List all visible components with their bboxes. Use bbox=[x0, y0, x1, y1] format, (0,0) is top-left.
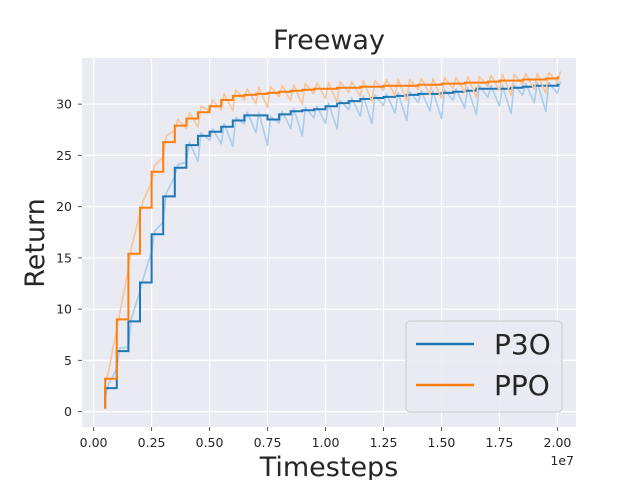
legend: P3O PPO bbox=[405, 320, 563, 413]
data-point-ppo bbox=[243, 94, 246, 96]
data-point-p3o bbox=[255, 114, 257, 117]
x-tick-label: 0.75 bbox=[254, 435, 282, 450]
series-line-p3o bbox=[104, 83, 560, 409]
x-tick-label: 1.50 bbox=[428, 435, 456, 450]
data-point-p3o bbox=[347, 100, 350, 102]
data-point-p3o bbox=[417, 93, 420, 95]
data-point-p3o bbox=[313, 108, 315, 111]
data-point-p3o bbox=[521, 85, 524, 88]
data-point-ppo bbox=[463, 81, 466, 84]
data-point-ppo bbox=[208, 105, 211, 108]
y-tick-label: 20 bbox=[56, 199, 72, 214]
data-point-ppo bbox=[289, 89, 292, 92]
data-point-ppo bbox=[278, 90, 280, 93]
data-point-p3o bbox=[139, 281, 141, 284]
data-point-ppo bbox=[521, 78, 524, 81]
data-point-p3o bbox=[173, 166, 176, 169]
y-tick-label: 30 bbox=[56, 97, 72, 112]
data-point-ppo bbox=[510, 79, 512, 82]
y-tick-label: 10 bbox=[56, 302, 72, 317]
data-point-ppo bbox=[104, 377, 107, 380]
series-layer bbox=[104, 71, 562, 409]
data-point-ppo bbox=[347, 86, 350, 89]
x-axis-ticks: 0.00 0.25 0.50 0.75 1.00 1.25 1.50 1.75 2.00 bbox=[80, 427, 572, 450]
data-point-ppo bbox=[475, 81, 478, 84]
legend-label-p3o: P3O bbox=[494, 328, 551, 361]
data-point-p3o bbox=[556, 83, 559, 86]
data-point-ppo bbox=[544, 77, 547, 80]
y-tick-label: 5 bbox=[64, 353, 72, 368]
data-point-ppo bbox=[127, 252, 130, 255]
data-point-ppo bbox=[139, 206, 141, 209]
data-point-ppo bbox=[556, 76, 559, 79]
data-point-ppo bbox=[371, 85, 373, 88]
data-point-ppo bbox=[498, 79, 501, 82]
data-point-p3o bbox=[289, 110, 292, 113]
x-tick-label: 1.25 bbox=[370, 435, 398, 450]
data-point-ppo bbox=[405, 84, 408, 87]
data-point-p3o bbox=[150, 233, 153, 236]
data-point-p3o bbox=[185, 144, 188, 147]
data-point-ppo bbox=[487, 80, 489, 83]
data-point-p3o bbox=[487, 87, 489, 90]
data-point-ppo bbox=[185, 117, 188, 120]
x-tick-label: 0.25 bbox=[138, 435, 166, 450]
data-point-ppo bbox=[382, 84, 385, 87]
data-point-ppo bbox=[394, 84, 396, 87]
data-point-ppo bbox=[173, 124, 176, 127]
data-point-ppo bbox=[255, 93, 257, 95]
data-point-p3o bbox=[231, 119, 234, 122]
data-point-p3o bbox=[382, 96, 385, 98]
data-point-p3o bbox=[324, 105, 327, 108]
y-axis-label: Return bbox=[20, 198, 51, 288]
data-point-ppo bbox=[533, 78, 536, 81]
legend-label-ppo: PPO bbox=[494, 369, 550, 402]
series-raw-p3o bbox=[104, 81, 562, 397]
x-tick-label: 0.00 bbox=[80, 435, 108, 450]
data-point-p3o bbox=[127, 320, 130, 323]
y-tick-label: 25 bbox=[56, 148, 72, 163]
data-point-p3o bbox=[243, 114, 246, 117]
data-point-ppo bbox=[429, 83, 431, 86]
y-tick-label: 0 bbox=[64, 404, 72, 419]
data-point-ppo bbox=[440, 82, 443, 85]
data-point-p3o bbox=[162, 195, 165, 198]
data-point-p3o bbox=[208, 130, 211, 133]
chart-title: Freeway bbox=[273, 25, 385, 56]
x-axis-offset-label: 1e7 bbox=[550, 453, 574, 468]
data-point-ppo bbox=[220, 99, 223, 101]
data-point-p3o bbox=[220, 125, 223, 128]
data-point-p3o bbox=[266, 118, 269, 121]
data-point-ppo bbox=[359, 85, 362, 88]
data-point-ppo bbox=[150, 170, 153, 173]
x-tick-label: 1.00 bbox=[312, 435, 340, 450]
data-point-ppo bbox=[115, 318, 118, 321]
data-point-p3o bbox=[197, 135, 199, 137]
data-point-p3o bbox=[278, 113, 280, 116]
data-point-p3o bbox=[359, 98, 362, 100]
x-tick-label: 0.50 bbox=[196, 435, 224, 450]
y-axis-ticks: 0 5 10 15 20 25 30 bbox=[56, 97, 82, 419]
x-axis-label: Timesteps bbox=[259, 452, 399, 480]
data-point-ppo bbox=[231, 95, 234, 97]
x-tick-label: 1.75 bbox=[486, 435, 514, 450]
data-point-ppo bbox=[162, 141, 165, 144]
data-point-ppo bbox=[266, 92, 269, 94]
data-point-ppo bbox=[301, 88, 304, 91]
series-raw-ppo bbox=[104, 71, 562, 384]
data-point-ppo bbox=[336, 86, 338, 89]
data-point-p3o bbox=[301, 109, 304, 112]
data-point-ppo bbox=[324, 87, 327, 90]
data-point-p3o bbox=[452, 90, 454, 93]
data-point-ppo bbox=[313, 87, 315, 90]
data-point-ppo bbox=[417, 83, 420, 86]
data-point-ppo bbox=[452, 82, 454, 85]
data-point-ppo bbox=[197, 111, 199, 114]
x-tick-label: 2.00 bbox=[544, 435, 572, 450]
y-tick-label: 15 bbox=[56, 250, 72, 265]
